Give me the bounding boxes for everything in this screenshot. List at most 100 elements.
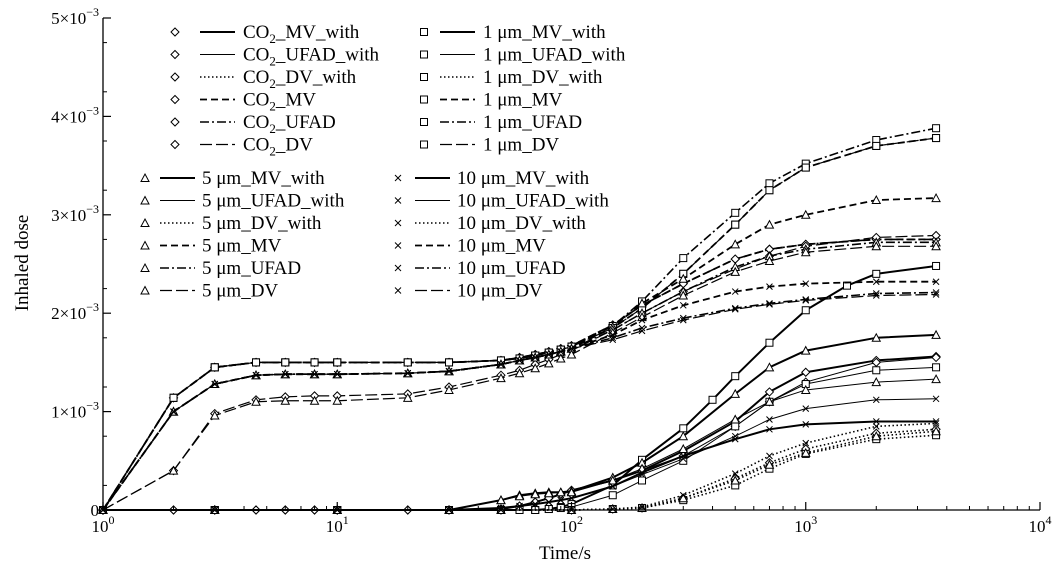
data-point bbox=[609, 336, 617, 344]
legend-entry: 5 μm_UFAD_with bbox=[140, 191, 345, 212]
series-23 bbox=[99, 291, 940, 514]
data-point bbox=[765, 186, 774, 195]
legend-entry: 1 μm_MV_with bbox=[420, 22, 606, 43]
data-point bbox=[252, 371, 260, 379]
data-point bbox=[311, 370, 318, 378]
data-point bbox=[872, 418, 880, 425]
y-axis-label: Inhaled dose bbox=[12, 215, 33, 312]
data-point bbox=[764, 255, 775, 266]
series-line bbox=[102, 291, 937, 511]
data-point bbox=[679, 424, 688, 433]
data-point bbox=[530, 363, 541, 373]
series-21 bbox=[99, 278, 940, 514]
data-point bbox=[543, 488, 554, 498]
legend-marker bbox=[170, 27, 180, 37]
data-point bbox=[766, 283, 773, 290]
data-point bbox=[638, 471, 646, 478]
data-point bbox=[252, 358, 261, 367]
data-point bbox=[932, 418, 940, 425]
data-point bbox=[679, 491, 687, 499]
legend-entry: 10 μm_DV_with bbox=[394, 213, 586, 234]
data-point bbox=[170, 408, 177, 415]
data-point bbox=[403, 358, 412, 367]
legend-marker bbox=[420, 95, 428, 104]
legend-marker bbox=[170, 49, 180, 60]
series-13 bbox=[98, 374, 941, 514]
legend-group-0: CO2_MV_withCO2_UFAD_withCO2_DV_withCO2_M… bbox=[170, 22, 380, 159]
data-point bbox=[931, 241, 941, 251]
legend-label: 10 μm_UFAD bbox=[457, 258, 566, 279]
data-point bbox=[678, 273, 689, 283]
data-point bbox=[764, 396, 775, 406]
data-point bbox=[332, 395, 343, 405]
data-point bbox=[607, 475, 618, 485]
data-point bbox=[566, 487, 577, 497]
legend-marker bbox=[420, 28, 428, 36]
legend-entry: 10 μm_DV bbox=[394, 281, 543, 302]
data-point bbox=[871, 377, 882, 387]
data-point bbox=[932, 261, 941, 270]
data-point bbox=[497, 361, 505, 368]
data-point bbox=[281, 358, 290, 367]
series-20 bbox=[99, 420, 940, 514]
data-point bbox=[445, 367, 453, 375]
legend-entry: 5 μm_DV bbox=[140, 281, 278, 302]
legend-marker bbox=[420, 50, 428, 59]
data-point bbox=[543, 358, 554, 368]
y-tick-label: 4×10−3 bbox=[51, 103, 99, 126]
data-point bbox=[638, 476, 647, 485]
data-point bbox=[931, 426, 941, 436]
data-point bbox=[802, 297, 810, 304]
data-point bbox=[764, 387, 775, 397]
data-point bbox=[932, 134, 941, 143]
data-point bbox=[931, 374, 941, 384]
data-point bbox=[731, 288, 739, 295]
data-point bbox=[730, 475, 741, 485]
legend-entry: 5 μm_UFAD bbox=[140, 258, 301, 279]
legend-entry: 5 μm_DV_with bbox=[140, 213, 322, 234]
legend-label: 5 μm_MV bbox=[202, 236, 282, 257]
legend-entry: 1 μm_UFAD bbox=[420, 112, 582, 133]
series-line bbox=[102, 280, 937, 511]
data-point bbox=[730, 266, 741, 276]
data-point bbox=[765, 338, 774, 347]
x-tick-label: 101 bbox=[326, 513, 349, 536]
data-point bbox=[871, 332, 882, 342]
y-tick-label: 2×10−3 bbox=[51, 300, 99, 323]
data-point bbox=[281, 370, 289, 378]
legend-marker bbox=[140, 217, 150, 227]
data-point bbox=[210, 363, 219, 372]
y-tick-label: 1×10−3 bbox=[51, 399, 99, 422]
data-point bbox=[251, 396, 261, 406]
data-point bbox=[871, 431, 882, 441]
data-point bbox=[678, 443, 689, 453]
legend-entry: 5 μm_MV bbox=[140, 236, 282, 257]
data-point bbox=[800, 345, 811, 355]
series-line bbox=[102, 234, 937, 511]
data-point bbox=[169, 393, 178, 402]
data-point bbox=[444, 384, 454, 394]
data-point bbox=[555, 353, 566, 363]
data-point bbox=[801, 163, 810, 172]
legend-entry: CO2_MV bbox=[170, 90, 316, 114]
data-point bbox=[514, 491, 525, 501]
legend-label: CO2_UFAD_with bbox=[243, 45, 380, 69]
data-point bbox=[568, 494, 575, 502]
legend-marker bbox=[420, 118, 428, 126]
legend-label: 10 μm_MV_with bbox=[457, 168, 590, 189]
series-14 bbox=[98, 426, 941, 514]
data-point bbox=[678, 290, 689, 300]
legend-label: CO2_UFAD bbox=[243, 112, 336, 136]
data-point bbox=[731, 305, 739, 313]
legend-label: 10 μm_DV bbox=[457, 281, 543, 302]
series-2 bbox=[98, 424, 941, 515]
data-point bbox=[731, 432, 739, 440]
legend-marker bbox=[140, 285, 150, 295]
data-point bbox=[402, 392, 413, 402]
legend-label: 1 μm_MV bbox=[483, 90, 563, 111]
data-point bbox=[731, 372, 740, 381]
legend-label: 5 μm_DV bbox=[202, 281, 278, 302]
legend-marker bbox=[394, 219, 402, 227]
